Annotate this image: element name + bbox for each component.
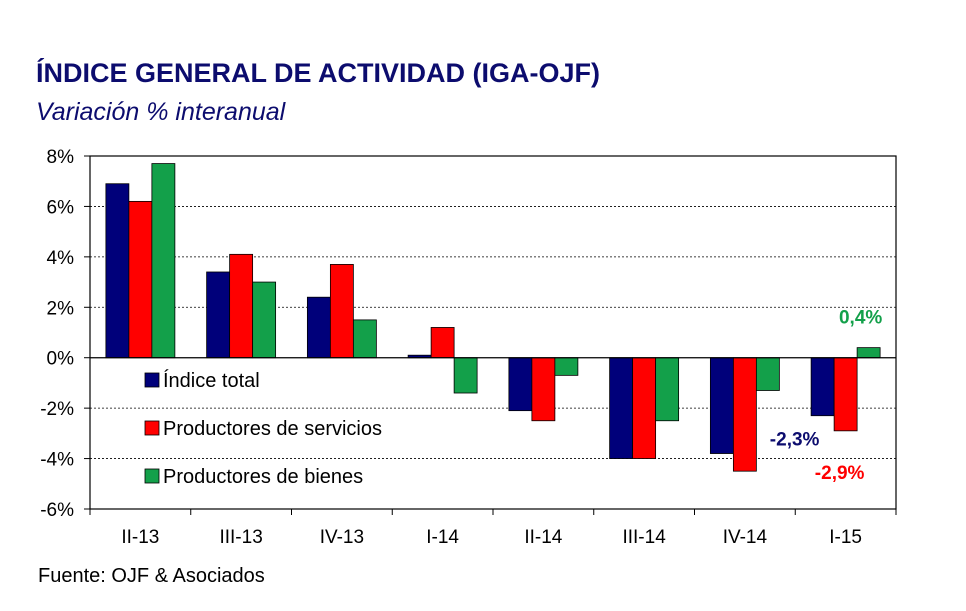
y-tick-label: -6% bbox=[40, 500, 74, 521]
bar-indice-total bbox=[105, 183, 130, 359]
bar-indice-total bbox=[306, 296, 331, 359]
chart-title: ÍNDICE GENERAL DE ACTIVIDAD (IGA-OJF) bbox=[36, 58, 601, 88]
bar-productores-servicios bbox=[229, 253, 254, 359]
x-tick-label: III-13 bbox=[219, 527, 262, 548]
legend-label: Productores de servicios bbox=[163, 418, 382, 440]
plot-frame bbox=[89, 155, 897, 510]
data-label: -2,9% bbox=[815, 463, 865, 484]
x-tick-label: I-15 bbox=[829, 527, 862, 548]
annotations: 0,4% -2,3% -2,9% bbox=[770, 308, 883, 484]
legend-swatch bbox=[144, 420, 160, 436]
x-tick-label: IV-14 bbox=[723, 527, 768, 548]
bar-productores-servicios bbox=[430, 327, 455, 359]
x-tick-label: IV-13 bbox=[320, 527, 364, 548]
bar-productores-bienes bbox=[151, 163, 176, 359]
x-tick-label: III-14 bbox=[622, 527, 666, 548]
data-label: -2,3% bbox=[770, 430, 820, 451]
y-tick-label: 6% bbox=[47, 197, 75, 218]
bar-productores-servicios bbox=[632, 357, 657, 459]
bar-productores-bienes bbox=[856, 347, 881, 359]
y-tick-label: 4% bbox=[47, 248, 75, 269]
bar-indice-total bbox=[609, 357, 634, 459]
legend: Índice total Productores de servicios Prod… bbox=[144, 369, 382, 488]
bar-indice-total bbox=[810, 357, 835, 417]
bar-productores-bienes bbox=[352, 319, 377, 359]
y-tick-label: -2% bbox=[40, 399, 74, 420]
bar-productores-bienes bbox=[252, 281, 277, 359]
bar-productores-bienes bbox=[554, 357, 579, 376]
bars bbox=[105, 163, 881, 472]
y-tick-label: 2% bbox=[47, 298, 75, 319]
legend-label: Productores de bienes bbox=[163, 466, 363, 488]
x-tick-label: II-14 bbox=[524, 527, 562, 548]
bar-indice-total bbox=[206, 271, 231, 359]
bar-productores-bienes bbox=[453, 357, 478, 394]
x-tick-label: II-13 bbox=[121, 527, 159, 548]
bar-productores-servicios bbox=[128, 200, 153, 359]
bar-productores-servicios bbox=[531, 357, 556, 422]
bar-indice-total bbox=[508, 357, 533, 412]
bar-productores-servicios bbox=[329, 264, 354, 359]
x-tick-labels: II-13 III-13 IV-13 I-14 II-14 III-14 IV-14 I-15 bbox=[121, 527, 862, 548]
bar-indice-total bbox=[709, 357, 734, 454]
bar-productores-bienes bbox=[755, 357, 780, 391]
bar-productores-servicios bbox=[833, 357, 858, 432]
bar-productores-bienes bbox=[655, 357, 680, 422]
bar-productores-servicios bbox=[732, 357, 757, 472]
data-label: 0,4% bbox=[839, 308, 882, 329]
y-tick-label: -4% bbox=[40, 450, 74, 471]
y-tick-label: 8% bbox=[47, 147, 75, 168]
axes bbox=[84, 155, 897, 515]
chart-subtitle: Variación % interanual bbox=[36, 98, 286, 126]
source-note: Fuente: OJF & Asociados bbox=[38, 565, 265, 587]
x-tick-label: I-14 bbox=[426, 527, 459, 548]
legend-swatch bbox=[144, 468, 160, 484]
legend-swatch bbox=[144, 372, 160, 388]
legend-label: Índice total bbox=[163, 369, 260, 392]
y-tick-label: 0% bbox=[47, 349, 75, 370]
y-tick-labels: 8% 6% 4% 2% 0% -2% -4% -6% bbox=[40, 147, 74, 521]
